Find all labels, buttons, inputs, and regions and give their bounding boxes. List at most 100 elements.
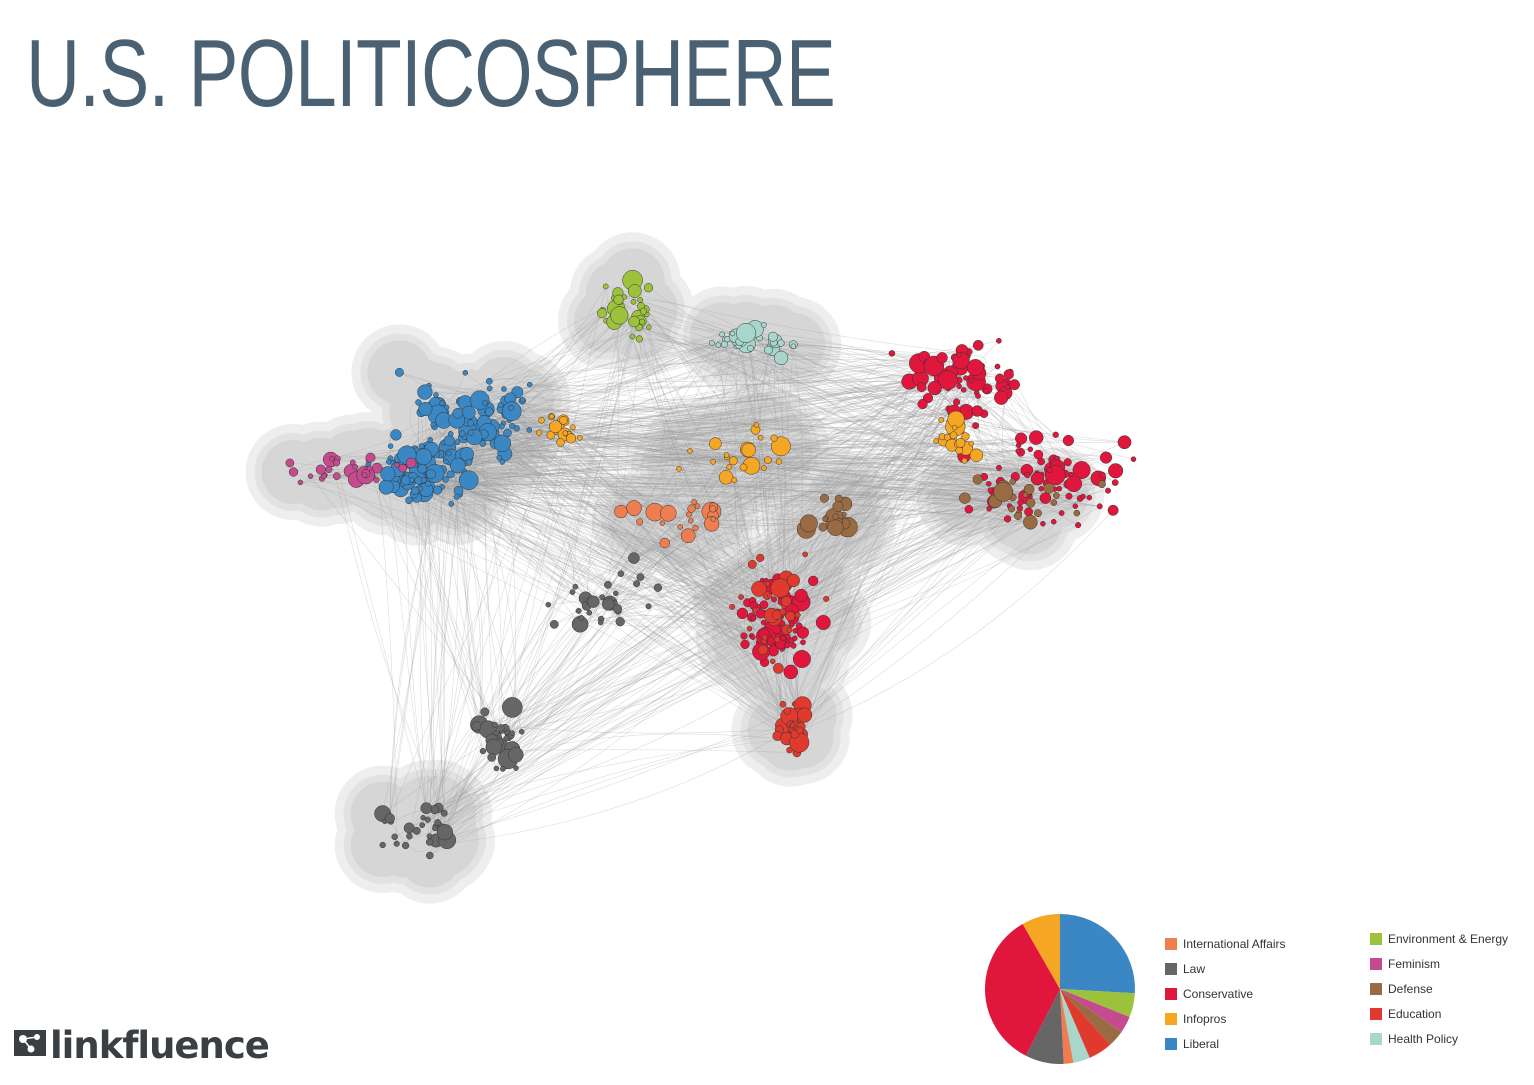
graph-edge xyxy=(585,442,961,599)
legend-swatch xyxy=(1370,1008,1382,1020)
graph-edge xyxy=(482,443,775,619)
graph-edge xyxy=(458,459,760,590)
graph-node xyxy=(968,440,975,447)
graph-edge xyxy=(550,434,1026,497)
graph-edge xyxy=(968,502,1077,514)
graph-edge xyxy=(402,477,765,642)
graph-node xyxy=(723,452,730,458)
graph-node xyxy=(419,822,426,828)
graph-edge xyxy=(369,468,502,729)
graph-node xyxy=(425,838,434,846)
graph-edge xyxy=(423,437,952,493)
graph-edge xyxy=(435,466,730,841)
graph-node xyxy=(509,730,515,736)
graph-edge xyxy=(823,461,1068,623)
graph-edge xyxy=(440,472,773,623)
graph-node xyxy=(508,747,524,763)
graph-node xyxy=(994,390,1009,405)
graph-node xyxy=(484,407,494,417)
graph-edge xyxy=(444,621,621,833)
graph-node xyxy=(635,335,643,343)
graph-node xyxy=(1097,480,1106,489)
graph-edge xyxy=(755,328,1076,507)
graph-edge xyxy=(321,478,594,602)
graph-node xyxy=(453,493,460,500)
graph-edge xyxy=(409,477,727,837)
graph-node xyxy=(961,457,968,464)
graph-edge xyxy=(424,374,939,393)
graph-node xyxy=(443,435,455,447)
graph-node xyxy=(795,726,804,735)
graph-node xyxy=(1024,471,1031,479)
graph-edge xyxy=(563,420,805,716)
graph-edge xyxy=(494,408,949,726)
graph-edge xyxy=(438,522,1031,809)
graph-node xyxy=(518,729,525,735)
graph-edge xyxy=(511,397,929,750)
graph-node xyxy=(815,615,831,630)
graph-node xyxy=(446,450,452,457)
graph-node xyxy=(764,580,771,587)
graph-node xyxy=(597,308,608,319)
graph-node xyxy=(780,635,786,641)
graph-edge xyxy=(441,461,780,488)
graph-edge xyxy=(408,500,782,641)
graph-node xyxy=(1072,503,1079,509)
graph-node xyxy=(757,434,764,441)
graph-edge xyxy=(750,348,795,705)
graph-edge xyxy=(779,386,960,731)
graph-edge xyxy=(393,480,762,652)
graph-node xyxy=(764,345,773,355)
graph-edge xyxy=(793,440,944,581)
graph-edge xyxy=(503,346,737,390)
graph-edge xyxy=(491,491,996,758)
graph-node xyxy=(771,436,791,457)
graph-node xyxy=(1022,492,1029,498)
graph-node xyxy=(1111,479,1119,486)
category-pie-chart xyxy=(985,914,1136,1064)
graph-edge xyxy=(554,350,963,625)
graph-node xyxy=(996,464,1002,471)
graph-node xyxy=(780,595,792,607)
graph-edge xyxy=(437,496,459,823)
graph-edge xyxy=(407,408,949,483)
graph-node xyxy=(1086,494,1093,501)
graph-edge xyxy=(799,510,1114,731)
graph-node xyxy=(770,578,790,598)
graph-edge xyxy=(522,399,609,586)
graph-edge xyxy=(404,461,795,728)
graph-edge xyxy=(450,457,1082,475)
graph-node xyxy=(1117,435,1132,450)
legend-label: Feminism xyxy=(1388,957,1440,971)
pie-slice xyxy=(1060,914,1136,994)
graph-node xyxy=(729,603,736,610)
graph-edge xyxy=(494,364,959,726)
graph-edge xyxy=(793,357,943,581)
graph-node xyxy=(485,377,493,385)
graph-edge xyxy=(483,434,1055,490)
graph-node xyxy=(779,608,787,616)
graph-edge xyxy=(759,337,967,449)
graph-edge xyxy=(955,369,1028,494)
graph-edge xyxy=(786,474,1103,739)
graph-edge xyxy=(767,479,978,584)
graph-node xyxy=(1025,498,1036,508)
graph-edge xyxy=(429,435,954,856)
graph-node xyxy=(1065,492,1073,500)
graph-edge xyxy=(459,310,603,495)
graph-edge xyxy=(579,366,998,625)
graph-edge xyxy=(760,408,949,438)
graph-edge xyxy=(429,526,824,856)
graph-node xyxy=(412,826,421,835)
graph-edge xyxy=(801,448,967,737)
graph-edge xyxy=(758,365,936,590)
graph-node xyxy=(448,501,455,507)
graph-edge xyxy=(402,483,743,614)
graph-edge xyxy=(615,593,770,598)
graph-edge xyxy=(494,316,639,738)
graph-edge xyxy=(529,429,1020,509)
graph-edge xyxy=(504,411,967,455)
graph-node xyxy=(796,626,809,639)
graph-edge xyxy=(617,491,994,612)
graph-edge xyxy=(441,449,1031,488)
